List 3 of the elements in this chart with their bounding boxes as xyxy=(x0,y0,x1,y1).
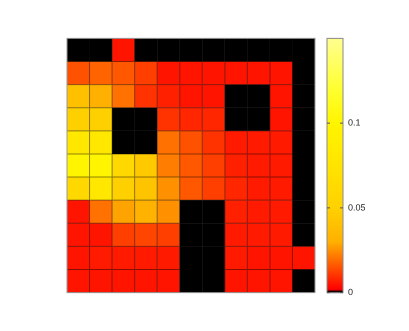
color-bar-label: 0.05 xyxy=(348,202,366,212)
color-bar-label: 0 xyxy=(348,287,354,298)
color-bar-label: 0.1 xyxy=(348,118,361,128)
